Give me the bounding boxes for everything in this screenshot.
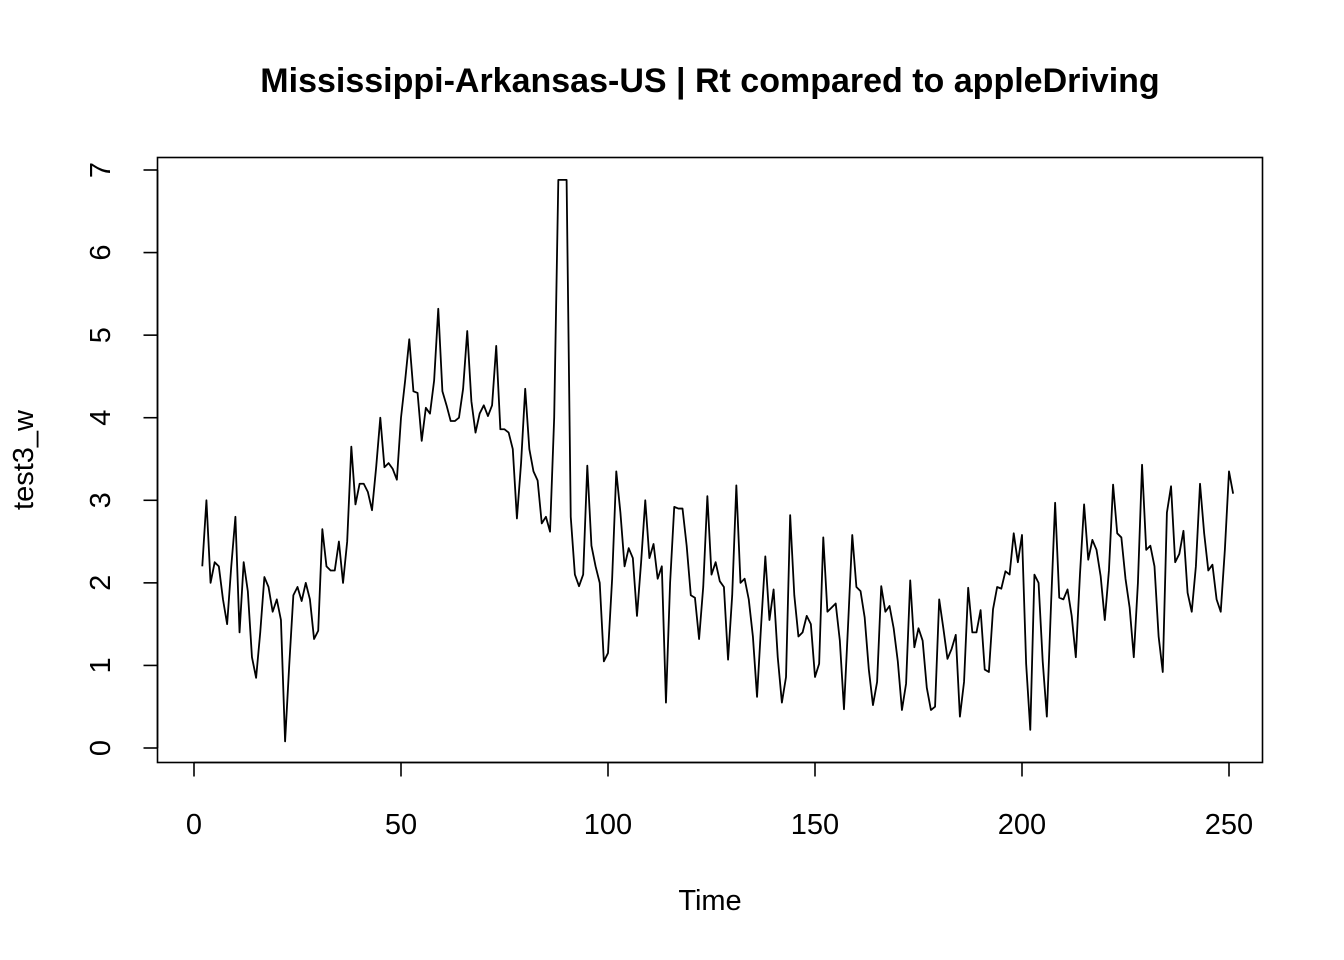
- x-tick-label: 250: [1205, 809, 1253, 841]
- series-line: [201, 179, 1235, 743]
- x-tick-label: 0: [186, 809, 202, 841]
- plot-frame: [156, 156, 1264, 764]
- chart-title: Mississippi-Arkansas-US | Rt compared to…: [260, 62, 1159, 100]
- y-tick-label: 1: [85, 657, 117, 673]
- x-axis: 0 50 100 150 200 250: [186, 761, 1253, 841]
- y-tick-label: 2: [85, 575, 117, 591]
- y-tick-label: 7: [85, 162, 117, 178]
- x-axis-label: Time: [678, 885, 741, 917]
- y-tick-label: 6: [85, 245, 117, 261]
- y-axis-label: test3_w: [8, 409, 40, 510]
- x-tick-label: 50: [385, 809, 417, 841]
- x-tick-label: 200: [998, 809, 1046, 841]
- y-tick-label: 4: [85, 410, 117, 426]
- y-tick-label: 3: [85, 492, 117, 508]
- x-tick-label: 150: [791, 809, 839, 841]
- y-tick-label: 5: [85, 327, 117, 343]
- y-tick-label: 0: [85, 740, 117, 756]
- x-tick-label: 100: [584, 809, 632, 841]
- y-axis: 0 1 2 3 4 5 6 7: [85, 162, 159, 756]
